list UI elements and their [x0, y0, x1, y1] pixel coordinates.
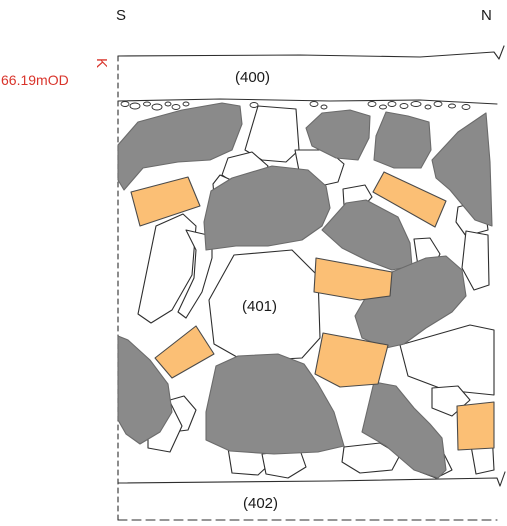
- layer-401-402-boundary: [117, 471, 506, 487]
- grey-stone: [305, 109, 371, 161]
- brick-fragment: [372, 171, 447, 228]
- pebble-band: [120, 101, 471, 111]
- context-401-label: (401): [242, 298, 277, 315]
- white-stone: [461, 230, 490, 291]
- white-stone: [137, 213, 197, 324]
- layer-400-401-boundary: [117, 98, 498, 105]
- grey-stone: [205, 353, 345, 455]
- white-stones: [137, 105, 495, 479]
- white-stone: [208, 249, 321, 362]
- brick-fragment: [154, 325, 215, 379]
- grey-stone: [321, 199, 413, 271]
- grey-stones: [117, 102, 493, 479]
- south-label: S: [116, 7, 126, 24]
- white-stone: [399, 324, 495, 396]
- datum-level: 66.19mOD: [1, 72, 69, 88]
- brick-fragment: [130, 176, 201, 227]
- context-402-label: (402): [243, 495, 278, 512]
- context-400-label: (400): [235, 69, 270, 86]
- white-stone: [244, 105, 300, 163]
- brick-fragment: [314, 332, 389, 388]
- brick-fragment: [313, 257, 393, 301]
- datum-marker: K: [93, 58, 110, 68]
- top-ground-line: [117, 45, 505, 60]
- grey-stone: [117, 102, 243, 191]
- grey-stone: [373, 111, 432, 169]
- north-label: N: [481, 7, 492, 24]
- grey-stone: [431, 112, 493, 227]
- brick-fragment: [456, 401, 495, 451]
- brick-fragments: [130, 171, 495, 451]
- grey-stone: [117, 335, 173, 445]
- grey-stone: [361, 381, 447, 479]
- white-stone: [261, 449, 307, 479]
- grey-stone: [203, 165, 331, 251]
